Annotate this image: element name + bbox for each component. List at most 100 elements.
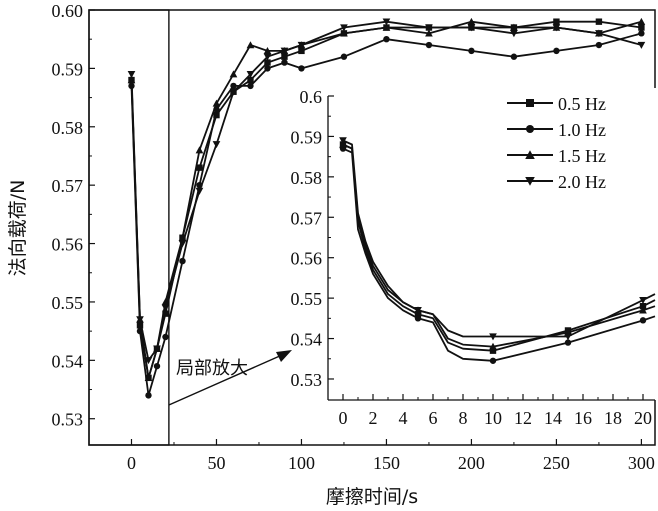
main-y-tick-label: 0.55 bbox=[52, 293, 84, 313]
main-y-tick-label: 0.58 bbox=[52, 118, 84, 138]
main-data-point bbox=[637, 17, 646, 25]
main-x-tick-label: 300 bbox=[628, 453, 655, 473]
main-data-point bbox=[425, 24, 433, 32]
zoom-arrow-head bbox=[276, 350, 292, 362]
main-x-tick-label: 150 bbox=[373, 453, 400, 473]
legend: 0.5 Hz 1.0 Hz 1.5 Hz 2.0 Hz bbox=[507, 94, 606, 192]
inset-y-tick-label: 0.59 bbox=[291, 127, 323, 147]
inset-y-tick-label: 0.56 bbox=[291, 249, 323, 269]
main-y-tick-label: 0.59 bbox=[52, 59, 84, 79]
inset-data-point bbox=[639, 317, 647, 324]
main-data-point bbox=[340, 53, 348, 60]
main-data-point bbox=[637, 41, 646, 49]
legend-label: 1.0 Hz bbox=[558, 120, 606, 140]
main-data-point bbox=[213, 111, 220, 119]
main-data-point bbox=[425, 41, 433, 49]
main-data-point bbox=[280, 47, 289, 55]
legend-marker-triangle-up-icon bbox=[525, 150, 535, 159]
inset-series-2-0-Hz bbox=[339, 137, 656, 341]
x-axis-label: 摩擦时间/s bbox=[326, 486, 418, 508]
main-y-tick-label: 0.60 bbox=[52, 1, 84, 21]
main-data-point bbox=[298, 65, 305, 72]
main-data-point bbox=[382, 18, 391, 26]
main-data-point bbox=[212, 99, 221, 107]
main-data-point bbox=[467, 17, 476, 25]
main-data-point bbox=[264, 59, 271, 66]
main-data-point bbox=[425, 29, 433, 37]
main-data-point bbox=[229, 88, 238, 96]
main-data-point bbox=[340, 24, 348, 32]
inset-x-tick-label: 20 bbox=[634, 408, 652, 428]
main-data-point bbox=[144, 374, 153, 382]
main-data-point bbox=[340, 29, 348, 37]
main-data-point bbox=[144, 357, 153, 365]
inset-series-1-0-Hz bbox=[339, 145, 656, 364]
legend-marker-circle-icon bbox=[526, 125, 534, 133]
main-data-point bbox=[212, 141, 221, 149]
main-y-tick-label: 0.54 bbox=[52, 351, 84, 371]
main-data-point bbox=[552, 24, 561, 32]
legend-label: 2.0 Hz bbox=[558, 172, 606, 192]
main-data-point bbox=[162, 333, 169, 341]
inset-y-tick-label: 0.57 bbox=[291, 208, 323, 228]
main-data-point bbox=[383, 35, 390, 43]
main-series-1-0-Hz bbox=[128, 30, 645, 399]
main-data-point bbox=[162, 310, 169, 317]
main-data-point bbox=[553, 18, 560, 25]
inset-data-point bbox=[564, 339, 572, 346]
main-data-point bbox=[145, 392, 152, 399]
inset-data-point bbox=[639, 303, 647, 310]
main-data-point bbox=[179, 257, 186, 265]
main-plot: 0.530.540.550.560.570.580.590.600 50 100 15… bbox=[52, 1, 656, 473]
legend-marker-square-icon bbox=[526, 99, 534, 107]
main-data-point bbox=[468, 47, 475, 55]
main-data-point bbox=[247, 76, 254, 84]
inset-data-point bbox=[414, 307, 422, 315]
main-x-tick-label: 200 bbox=[458, 453, 485, 473]
inset-data-point bbox=[339, 137, 347, 145]
inset-data-point bbox=[639, 296, 647, 304]
main-data-point bbox=[281, 53, 288, 60]
main-data-point bbox=[246, 71, 255, 79]
main-y-tick-label: 0.57 bbox=[52, 176, 84, 196]
inset-data-point bbox=[414, 311, 422, 318]
legend-label: 1.5 Hz bbox=[558, 146, 606, 166]
main-data-point bbox=[638, 24, 645, 31]
y-axis-label: 法向载荷/N bbox=[7, 180, 29, 277]
inset-y-tick-label: 0.55 bbox=[291, 289, 323, 309]
main-data-point bbox=[595, 18, 603, 25]
main-data-point bbox=[382, 23, 391, 31]
main-data-point bbox=[161, 304, 170, 312]
main-data-point bbox=[281, 59, 288, 66]
legend-marker-triangle-down-icon bbox=[525, 177, 535, 186]
main-x-tick-label: 100 bbox=[288, 453, 315, 473]
inset-x-tick-label: 14 bbox=[544, 408, 562, 428]
inset-data-point bbox=[489, 333, 497, 341]
main-data-point bbox=[136, 316, 144, 324]
main-x-tick-label: 250 bbox=[543, 453, 570, 473]
inset-x-tick-label: 8 bbox=[459, 408, 468, 428]
main-data-point bbox=[247, 82, 254, 90]
inset-data-point bbox=[414, 315, 422, 322]
inset-x-tick-label: 10 bbox=[484, 408, 502, 428]
main-data-point bbox=[178, 240, 187, 248]
main-data-point bbox=[297, 41, 306, 49]
main-data-point bbox=[230, 82, 237, 90]
inset-data-point bbox=[489, 357, 497, 364]
main-data-point bbox=[153, 345, 161, 353]
inset-data-point bbox=[639, 306, 647, 314]
main-data-point bbox=[510, 30, 518, 38]
zoom-region-box bbox=[88, 9, 170, 446]
main-data-point bbox=[510, 53, 518, 60]
inset-x-tick-label: 12 bbox=[514, 408, 532, 428]
main-data-point bbox=[195, 146, 204, 154]
main-data-point bbox=[246, 41, 255, 49]
inset-plot: 0.53 0.54 0.55 0.56 0.57 0.58 0.59 0.6 0 2 4 6 8 10 12… bbox=[291, 87, 658, 428]
main-data-point bbox=[467, 24, 476, 32]
main-data-point bbox=[264, 65, 271, 72]
inset-data-point bbox=[489, 347, 497, 354]
main-data-point bbox=[638, 30, 645, 37]
main-data-point bbox=[263, 47, 272, 55]
main-data-point bbox=[263, 53, 272, 61]
